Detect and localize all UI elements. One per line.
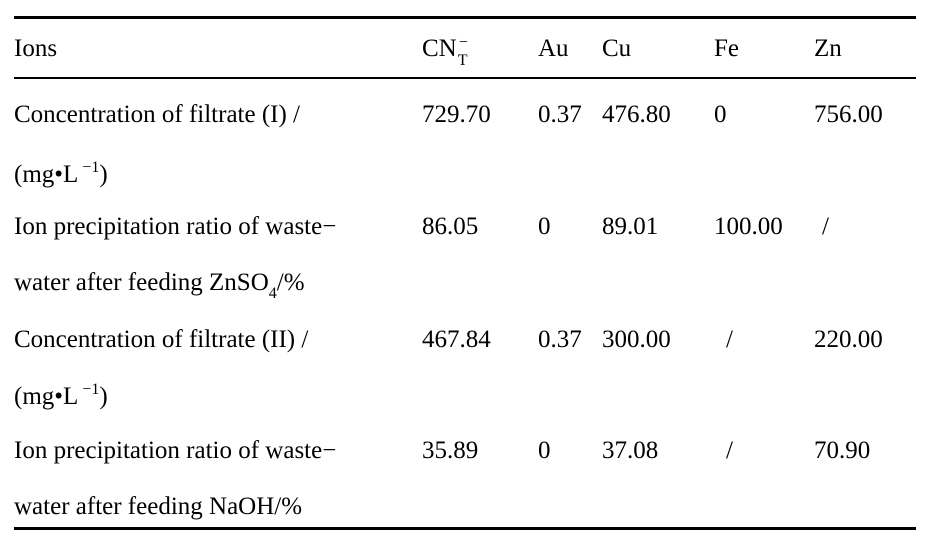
row2-label-line1: Ion precipitation ratio of waste− xyxy=(14,213,337,240)
row1-fe: 0 xyxy=(714,101,727,128)
row2-fe: 100.00 xyxy=(714,213,783,240)
header-zn: Zn xyxy=(814,35,842,62)
header-ions: Ions xyxy=(14,35,58,62)
row4-cn: 35.89 xyxy=(422,437,479,464)
row1-unit-pre: (mg•L xyxy=(14,161,79,188)
header-cn-sub: T xyxy=(457,52,468,69)
row3-unit-pre: (mg•L xyxy=(14,383,79,410)
row2-unit-sub: 4 xyxy=(268,285,277,302)
row1-au: 0.37 xyxy=(538,101,582,128)
row3-au: 0.37 xyxy=(538,326,582,353)
row1-zn: 756.00 xyxy=(814,101,883,128)
row3-label-line1: Concentration of filtrate (II) / xyxy=(14,326,309,353)
row2-cu: 89.01 xyxy=(602,213,659,240)
row1-cu: 476.80 xyxy=(602,101,671,128)
row4-label-line2: water after feeding NaOH/% xyxy=(14,493,303,520)
row2-cn: 86.05 xyxy=(422,213,479,240)
row3-fe: / xyxy=(726,326,733,353)
row4-label-line1: Ion precipitation ratio of waste− xyxy=(14,437,337,464)
row1-label-line2: (mg•L −1) xyxy=(14,159,108,193)
header-cn-total: CN − T xyxy=(422,34,471,69)
table-bottom-rule xyxy=(14,527,916,530)
row3-cu: 300.00 xyxy=(602,326,671,353)
row2-label-line2: water after feeding ZnSO4/% xyxy=(14,268,305,302)
row3-unit-post: ) xyxy=(99,383,108,410)
row4-cu: 37.08 xyxy=(602,437,659,464)
row4-au: 0 xyxy=(538,437,551,464)
row3-unit-sup: −1 xyxy=(82,381,100,398)
row1-unit-post: ) xyxy=(99,161,108,188)
header-au: Au xyxy=(538,35,569,62)
row1-unit-sup: −1 xyxy=(82,159,100,176)
row3-cn: 467.84 xyxy=(422,326,491,353)
row1-cn: 729.70 xyxy=(422,101,491,128)
table-header-rule xyxy=(14,77,916,79)
row2-zn: / xyxy=(822,213,829,240)
row2-au: 0 xyxy=(538,213,551,240)
row2-unit-pre: water after feeding ZnSO xyxy=(14,269,269,296)
header-cn-base: CN xyxy=(422,35,457,62)
table-top-rule xyxy=(14,16,916,19)
header-cn-scripts: − T xyxy=(457,34,471,69)
row3-label-line2: (mg•L −1) xyxy=(14,381,108,415)
row4-fe: / xyxy=(726,437,733,464)
row4-zn: 70.90 xyxy=(814,437,871,464)
row1-label-line1: Concentration of filtrate (I) / xyxy=(14,101,300,128)
row3-zn: 220.00 xyxy=(814,326,883,353)
header-cu: Cu xyxy=(602,35,632,62)
header-fe: Fe xyxy=(714,35,739,62)
row2-unit-post: /% xyxy=(276,269,305,296)
header-cn-sup: − xyxy=(458,34,468,51)
